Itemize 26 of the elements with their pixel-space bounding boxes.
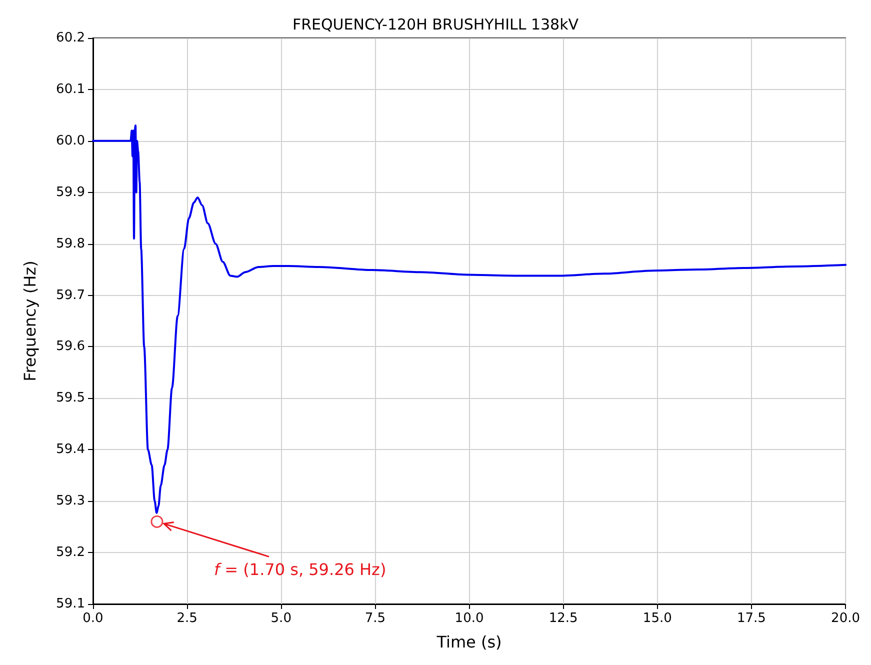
y-tick-label: 59.5 bbox=[56, 390, 85, 406]
y-tick-label: 59.9 bbox=[56, 184, 85, 200]
y-tick-label: 59.1 bbox=[56, 596, 85, 612]
x-tick-label: 7.5 bbox=[364, 611, 386, 626]
x-tick-label: 0.0 bbox=[82, 611, 104, 626]
y-tick-label: 60.0 bbox=[56, 133, 85, 148]
y-tick-label: 59.4 bbox=[56, 442, 85, 458]
y-tick-label: 60.2 bbox=[56, 30, 85, 46]
x-tick-label: 12.5 bbox=[548, 611, 578, 626]
y-tick-label: 60.1 bbox=[56, 82, 85, 97]
x-tick-label: 15.0 bbox=[642, 611, 672, 626]
x-tick-label: 20.0 bbox=[831, 611, 860, 626]
annotation: f = (1.70 s, 59.26 Hz) bbox=[214, 560, 386, 580]
x-axis-title: Time (s) bbox=[436, 632, 502, 652]
y-tick-label: 59.2 bbox=[56, 545, 85, 560]
x-tick-label: 2.5 bbox=[176, 611, 198, 626]
y-tick-label: 59.8 bbox=[56, 236, 85, 252]
y-tick-label: 59.7 bbox=[56, 288, 85, 303]
x-tick-label: 5.0 bbox=[270, 611, 292, 626]
x-tick-label: 10.0 bbox=[454, 611, 484, 626]
chart-title: FREQUENCY-120H BRUSHYHILL 138kV bbox=[292, 16, 580, 34]
x-tick-label: 17.5 bbox=[736, 611, 766, 626]
line-series bbox=[92, 124, 847, 514]
y-tick-label: 59.6 bbox=[56, 339, 85, 354]
y-axis-title: Frequency (Hz) bbox=[20, 260, 40, 382]
y-tick-label: 59.3 bbox=[56, 494, 85, 509]
